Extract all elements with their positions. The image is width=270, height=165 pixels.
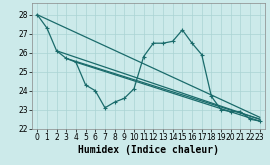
X-axis label: Humidex (Indice chaleur): Humidex (Indice chaleur) [78, 145, 219, 155]
